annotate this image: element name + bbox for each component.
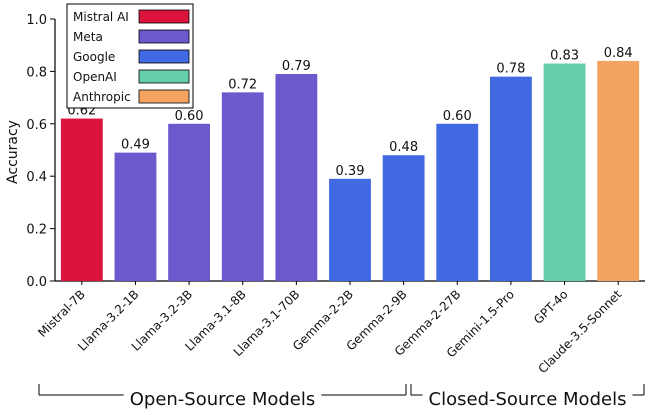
bar bbox=[597, 60, 640, 281]
y-tick-label: 0.2 bbox=[26, 223, 47, 238]
bar-value-label: 0.60 bbox=[443, 109, 472, 124]
group-brackets: Open-Source Models Closed-Source Models bbox=[38, 384, 645, 410]
bar bbox=[436, 123, 479, 281]
bar-value-label: 0.84 bbox=[604, 46, 633, 61]
bar bbox=[221, 92, 264, 281]
bar-value-label: 0.48 bbox=[389, 140, 418, 155]
legend-swatch bbox=[138, 29, 190, 44]
bar-value-label: 0.39 bbox=[336, 164, 365, 179]
y-tick-label: 0.8 bbox=[26, 65, 47, 80]
legend-label: OpenAI bbox=[73, 70, 117, 84]
bar-value-label: 0.78 bbox=[496, 62, 525, 77]
x-tick-label: Mistral-7B bbox=[35, 287, 88, 340]
bar bbox=[114, 152, 157, 281]
bar bbox=[275, 74, 318, 282]
open-source-bracket-label: Open-Source Models bbox=[130, 389, 316, 410]
legend-label: Google bbox=[73, 50, 115, 64]
closed-source-bracket-label: Closed-Source Models bbox=[429, 389, 627, 410]
legend-swatch bbox=[138, 9, 190, 24]
y-tick-label: 1.0 bbox=[26, 13, 47, 28]
legend-swatch bbox=[138, 69, 190, 84]
legend: Mistral AI Meta Google OpenAI Anthropic bbox=[66, 3, 194, 109]
bars: 0.620.490.600.720.790.390.480.600.780.83… bbox=[60, 46, 640, 282]
bar bbox=[60, 118, 103, 281]
bar-value-label: 0.83 bbox=[550, 49, 579, 64]
bar bbox=[382, 155, 425, 281]
bar-value-label: 0.49 bbox=[121, 138, 150, 153]
bar bbox=[168, 123, 211, 281]
y-tick-label: 0.6 bbox=[26, 118, 47, 133]
y-tick-label: 0.4 bbox=[26, 170, 47, 185]
bar-value-label: 0.79 bbox=[282, 59, 311, 74]
bar bbox=[543, 63, 586, 281]
legend-swatch bbox=[138, 49, 190, 64]
legend-label: Mistral AI bbox=[73, 10, 129, 24]
legend-label: Anthropic bbox=[73, 90, 131, 104]
bar bbox=[329, 178, 371, 281]
legend-swatch bbox=[138, 89, 190, 104]
bar bbox=[489, 76, 532, 281]
bar-value-label: 0.72 bbox=[228, 77, 257, 92]
y-axis-label: Accuracy bbox=[5, 120, 21, 184]
y-tick-label: 0.0 bbox=[26, 275, 47, 290]
legend-label: Meta bbox=[73, 30, 103, 44]
bar-value-label: 0.60 bbox=[175, 109, 204, 124]
x-tick-labels: Mistral-7BLlama-3.2-1BLlama-3.2-3BLlama-… bbox=[35, 287, 624, 376]
x-tick-label: GPT-4o bbox=[531, 287, 571, 327]
